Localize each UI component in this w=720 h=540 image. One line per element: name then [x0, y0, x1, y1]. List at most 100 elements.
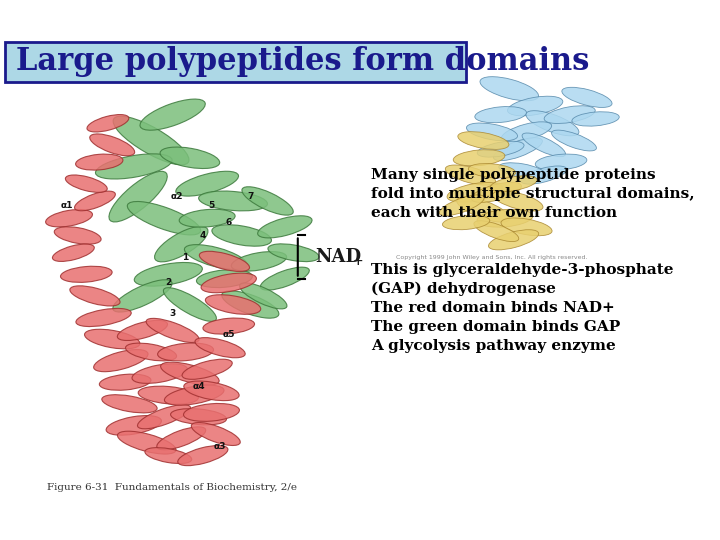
Text: 5: 5	[208, 201, 215, 210]
Ellipse shape	[171, 409, 227, 425]
Ellipse shape	[457, 197, 510, 222]
Ellipse shape	[145, 448, 192, 463]
Ellipse shape	[501, 218, 552, 236]
Ellipse shape	[94, 349, 148, 372]
Ellipse shape	[492, 191, 543, 211]
Ellipse shape	[261, 267, 310, 290]
Text: 7: 7	[247, 192, 253, 201]
Ellipse shape	[231, 252, 287, 271]
Ellipse shape	[164, 385, 224, 405]
Ellipse shape	[158, 343, 214, 361]
Text: 2: 2	[165, 279, 171, 287]
Ellipse shape	[508, 96, 563, 116]
Ellipse shape	[446, 165, 495, 185]
Text: α1: α1	[61, 201, 73, 210]
Ellipse shape	[447, 183, 503, 202]
Ellipse shape	[192, 422, 240, 446]
Ellipse shape	[240, 283, 287, 309]
Ellipse shape	[117, 320, 168, 341]
Text: α4: α4	[192, 382, 204, 391]
Text: 3: 3	[169, 309, 176, 318]
FancyBboxPatch shape	[5, 42, 466, 82]
Ellipse shape	[521, 166, 567, 184]
Ellipse shape	[501, 122, 552, 142]
Ellipse shape	[90, 134, 135, 156]
Ellipse shape	[157, 427, 206, 450]
Ellipse shape	[113, 280, 172, 312]
Text: fold into multiple structural domains,: fold into multiple structural domains,	[371, 187, 695, 201]
Text: 4: 4	[199, 231, 206, 240]
Ellipse shape	[205, 295, 261, 314]
Ellipse shape	[195, 338, 246, 357]
Ellipse shape	[134, 262, 202, 286]
Ellipse shape	[199, 251, 250, 272]
Ellipse shape	[197, 269, 253, 288]
Ellipse shape	[184, 245, 247, 269]
Text: The green domain binds GAP: The green domain binds GAP	[371, 320, 621, 334]
Ellipse shape	[443, 215, 490, 230]
Text: (GAP) dehydrogenase: (GAP) dehydrogenase	[371, 282, 556, 296]
Ellipse shape	[552, 130, 596, 151]
Text: The red domain binds NAD+: The red domain binds NAD+	[371, 301, 615, 315]
Ellipse shape	[109, 171, 167, 222]
Text: α5: α5	[222, 330, 235, 339]
Ellipse shape	[117, 431, 176, 454]
Ellipse shape	[60, 266, 112, 282]
Ellipse shape	[125, 343, 176, 361]
Ellipse shape	[102, 395, 157, 413]
Ellipse shape	[258, 216, 312, 238]
Ellipse shape	[439, 195, 485, 215]
Ellipse shape	[572, 112, 619, 126]
Ellipse shape	[474, 106, 526, 123]
Ellipse shape	[155, 226, 208, 262]
Ellipse shape	[477, 141, 524, 157]
Text: Many single polypeptide proteins: Many single polypeptide proteins	[371, 168, 656, 182]
Ellipse shape	[138, 404, 191, 429]
Ellipse shape	[96, 154, 172, 179]
Ellipse shape	[493, 138, 542, 160]
Ellipse shape	[160, 147, 220, 168]
Ellipse shape	[113, 116, 189, 165]
Ellipse shape	[199, 191, 267, 211]
Ellipse shape	[106, 416, 161, 435]
Text: α3: α3	[214, 442, 226, 451]
Ellipse shape	[203, 318, 255, 334]
Ellipse shape	[458, 132, 509, 150]
Text: Copyright 1999 John Wiley and Sons, Inc. All rights reserved.: Copyright 1999 John Wiley and Sons, Inc.…	[396, 254, 588, 260]
Ellipse shape	[242, 187, 293, 215]
Ellipse shape	[140, 99, 205, 130]
Text: Figure 6-31  Fundamentals of Biochemistry, 2/e: Figure 6-31 Fundamentals of Biochemistry…	[48, 483, 297, 492]
Ellipse shape	[178, 446, 228, 465]
Ellipse shape	[127, 201, 201, 235]
Ellipse shape	[468, 164, 516, 178]
Ellipse shape	[467, 123, 518, 141]
Ellipse shape	[477, 210, 533, 227]
Ellipse shape	[99, 374, 151, 390]
Ellipse shape	[163, 288, 217, 321]
Ellipse shape	[176, 171, 238, 196]
Ellipse shape	[184, 381, 239, 401]
Ellipse shape	[70, 286, 120, 306]
Ellipse shape	[268, 244, 319, 261]
Text: Large polypeptides form domains: Large polypeptides form domains	[16, 46, 589, 77]
Text: NAD: NAD	[315, 248, 361, 266]
Ellipse shape	[75, 191, 115, 211]
Ellipse shape	[182, 359, 233, 379]
Ellipse shape	[488, 230, 539, 250]
Ellipse shape	[480, 77, 539, 101]
Ellipse shape	[544, 106, 595, 124]
Ellipse shape	[76, 308, 131, 327]
Ellipse shape	[66, 175, 107, 192]
Text: 6: 6	[225, 218, 232, 227]
Ellipse shape	[535, 154, 587, 170]
Text: each with their own function: each with their own function	[371, 206, 617, 220]
Ellipse shape	[526, 111, 579, 136]
Ellipse shape	[87, 114, 129, 132]
Ellipse shape	[212, 225, 271, 246]
Ellipse shape	[474, 221, 518, 241]
Ellipse shape	[222, 291, 279, 318]
Ellipse shape	[84, 329, 140, 349]
Text: +: +	[353, 255, 364, 268]
Ellipse shape	[76, 154, 123, 170]
Ellipse shape	[138, 386, 199, 404]
